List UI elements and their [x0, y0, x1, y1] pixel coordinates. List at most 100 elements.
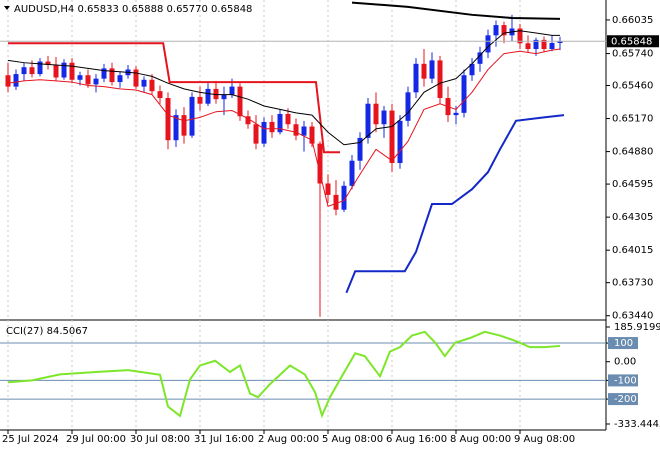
candle-body: [221, 94, 227, 100]
y-tick-label: 0.64305: [612, 212, 653, 223]
candle-body: [557, 41, 563, 43]
x-tick-label: 30 Jul 08:00: [130, 434, 190, 445]
level-label-bg: [608, 337, 638, 350]
candle-body: [205, 88, 211, 104]
candle-body: [365, 103, 371, 138]
candle-body: [357, 137, 363, 161]
candle-body: [69, 62, 75, 80]
y-tick-label: 0.66035: [612, 15, 653, 26]
chart-title: AUDUSD,H4 0.65833 0.65888 0.65770 0.6584…: [14, 4, 252, 15]
candle-body: [381, 110, 387, 125]
candle-body: [237, 86, 243, 117]
candle-body: [141, 79, 147, 87]
indicator-line: [351, 1, 561, 20]
candle-body: [325, 183, 331, 195]
candle-body: [453, 112, 459, 116]
candle-body: [173, 115, 179, 141]
y-tick-label: 185.9199: [614, 322, 660, 333]
candle-body: [349, 160, 355, 186]
x-tick-label: 29 Jul 00:00: [66, 434, 126, 445]
candle-body: [253, 124, 259, 144]
y-tick-label: 0.63440: [612, 311, 653, 322]
indicator-line: [8, 42, 340, 154]
candle-body: [117, 75, 123, 83]
candle-body: [37, 61, 43, 75]
candle-body: [461, 75, 467, 113]
y-tick-label: 0.63730: [612, 278, 653, 289]
y-tick-label: -200: [614, 394, 637, 405]
candle-body: [45, 61, 51, 65]
symbol-icon: [4, 6, 10, 10]
candle-body: [397, 120, 403, 163]
price-label: 0.65848: [611, 36, 652, 47]
candle-body: [5, 75, 11, 87]
candle-body: [525, 43, 531, 50]
y-tick-label: 0.65740: [612, 49, 653, 60]
candle-body: [437, 60, 443, 99]
candle-body: [29, 67, 35, 75]
x-tick-label: 9 Aug 08:00: [514, 434, 575, 445]
x-tick-label: 8 Aug 00:00: [450, 434, 511, 445]
level-label-bg: [608, 374, 638, 387]
candle-body: [485, 35, 491, 53]
candle-body: [501, 25, 507, 36]
candle-body: [413, 63, 419, 93]
candle-body: [493, 25, 499, 36]
candle-body: [285, 113, 291, 125]
candle-body: [101, 68, 107, 79]
candle-body: [189, 96, 195, 136]
x-tick-label: 25 Jul 2024: [2, 434, 59, 445]
candle-body: [309, 126, 315, 144]
y-tick-label: 0.64015: [612, 245, 653, 256]
y-tick-label: 0.65460: [612, 80, 653, 91]
candle-body: [477, 52, 483, 64]
candle-body: [301, 126, 307, 136]
candle-body: [157, 91, 163, 99]
x-tick-label: 31 Jul 16:00: [194, 434, 254, 445]
candle-body: [341, 185, 347, 210]
y-tick-label: 0.00: [614, 357, 636, 368]
candle-body: [517, 28, 523, 44]
candle-body: [469, 63, 475, 76]
candle-body: [269, 121, 275, 133]
candle-body: [61, 62, 67, 78]
candle-body: [533, 39, 539, 50]
candle-body: [293, 124, 299, 136]
x-tick-label: 2 Aug 00:00: [258, 434, 319, 445]
candle-body: [541, 39, 547, 50]
x-tick-label: 6 Aug 16:00: [386, 434, 447, 445]
indicator-line: [7, 48, 561, 207]
indicator-line: [7, 30, 560, 146]
y-tick-label: 0.64880: [612, 147, 653, 158]
candle-body: [229, 86, 235, 95]
candle-body: [317, 143, 323, 184]
x-tick-label: 5 Aug 08:00: [322, 434, 383, 445]
candle-body: [261, 121, 267, 144]
candle-body: [85, 75, 91, 85]
candle-body: [549, 42, 555, 50]
candle-body: [165, 98, 171, 141]
candle-body: [373, 103, 379, 125]
candle-body: [13, 74, 19, 87]
candle-body: [277, 113, 283, 133]
candle-body: [197, 96, 203, 104]
y-tick-label: 100: [614, 338, 633, 349]
indicator-title: CCI(27) 84.5067: [6, 326, 88, 337]
candle-body: [77, 75, 83, 80]
candle-body: [333, 194, 339, 210]
candle-body: [149, 79, 155, 92]
candle-body: [421, 63, 427, 79]
y-tick-label: -100: [614, 375, 637, 386]
candle-body: [93, 78, 99, 85]
y-tick-label: 0.64595: [612, 179, 653, 190]
candle-body: [21, 67, 27, 75]
candle-body: [109, 68, 115, 83]
candle-body: [133, 69, 139, 87]
level-label-bg: [608, 393, 638, 406]
candle-body: [389, 110, 395, 163]
cci-line: [7, 330, 561, 419]
candle-body: [53, 64, 59, 78]
candle-body: [213, 88, 219, 100]
